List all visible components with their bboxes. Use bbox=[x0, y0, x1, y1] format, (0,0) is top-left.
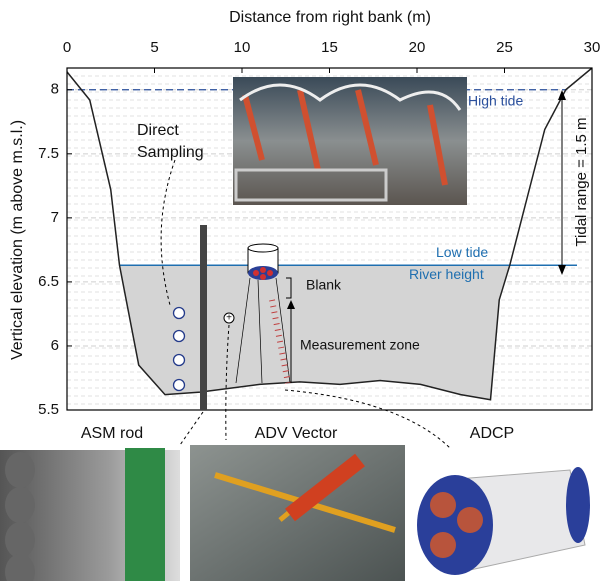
x-tick-label: 10 bbox=[234, 39, 251, 56]
high-tide-label: High tide bbox=[468, 92, 523, 108]
svg-text:+: + bbox=[226, 313, 232, 324]
x-tick-label: 0 bbox=[63, 39, 71, 56]
x-tick-label: 15 bbox=[321, 39, 338, 56]
photo-adcp bbox=[410, 460, 600, 581]
y-tick-label: 5.5 bbox=[38, 401, 59, 418]
y-tick-label: 6.5 bbox=[38, 273, 59, 290]
y-tick-label: 7 bbox=[51, 209, 59, 226]
annotation: Direct bbox=[137, 122, 179, 139]
x-tick-label: 20 bbox=[409, 39, 426, 56]
x-tick-label: 25 bbox=[496, 39, 513, 56]
x-tick-label: 5 bbox=[150, 39, 158, 56]
instrument-label: ADV Vector bbox=[255, 425, 338, 442]
y-axis-label: Vertical elevation (m above m.s.l.) bbox=[9, 120, 26, 360]
photo-asm bbox=[0, 448, 180, 581]
y-tick-label: 6 bbox=[51, 337, 59, 354]
figure: + 0 5 10 15 20 25 30 5.5 6 6.5 7 7.5 8 Distance from … bbox=[0, 0, 600, 581]
annotation: Blank bbox=[306, 277, 342, 293]
tidal-range-label: Tidal range = 1.5 m bbox=[573, 117, 590, 246]
x-axis-label: Distance from right bank (m) bbox=[229, 9, 431, 26]
annotation: Sampling bbox=[137, 144, 204, 161]
x-tick-label: 30 bbox=[584, 39, 600, 56]
photo-adv bbox=[190, 445, 405, 581]
instrument-label: ADCP bbox=[470, 425, 514, 442]
instrument-label: ASM rod bbox=[81, 425, 143, 442]
river-height-label: River height bbox=[409, 266, 484, 282]
y-tick-label: 7.5 bbox=[38, 145, 59, 162]
low-tide-label: Low tide bbox=[436, 244, 488, 260]
y-tick-label: 8 bbox=[51, 81, 59, 98]
photo-top bbox=[233, 77, 467, 205]
annotation: Measurement zone bbox=[300, 337, 420, 353]
